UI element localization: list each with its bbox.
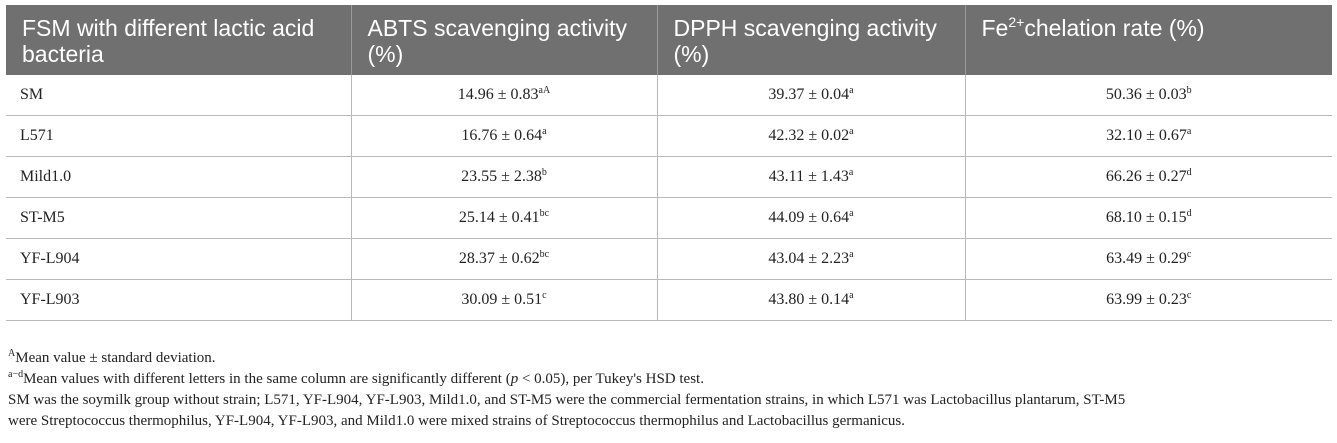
dpph-cell: 43.80 ± 0.14a bbox=[656, 279, 965, 321]
table-row: YF-L904 28.37 ± 0.62bc 43.04 ± 2.23a 63.… bbox=[6, 238, 1332, 280]
header-fe-chelation: Fe2+chelation rate (%) bbox=[964, 5, 1332, 75]
footnote-significance: a−dMean values with different letters in… bbox=[8, 369, 704, 388]
fe-cell: 32.10 ± 0.67a bbox=[964, 115, 1332, 157]
abts-cell: 14.96 ± 0.83aA bbox=[350, 75, 657, 116]
footnote-mean-value: AMean value ± standard deviation. bbox=[8, 348, 216, 367]
table-row: Mild1.0 23.55 ± 2.38b 43.11 ± 1.43a 66.2… bbox=[6, 156, 1332, 198]
table-row: ST-M5 25.14 ± 0.41bc 44.09 ± 0.64a 68.10… bbox=[6, 197, 1332, 239]
dpph-cell: 43.04 ± 2.23a bbox=[656, 238, 965, 280]
abts-cell: 30.09 ± 0.51c bbox=[350, 279, 657, 321]
dpph-cell: 39.37 ± 0.04a bbox=[656, 75, 965, 116]
dpph-cell: 42.32 ± 0.02a bbox=[656, 115, 965, 157]
table-row: L571 16.76 ± 0.64a 42.32 ± 0.02a 32.10 ±… bbox=[6, 115, 1332, 157]
row-strain-name: YF-L904 bbox=[6, 238, 351, 280]
fe-cell: 50.36 ± 0.03b bbox=[964, 75, 1332, 116]
header-row: FSM with different lactic acid bacteria … bbox=[6, 5, 1332, 75]
table-header: FSM with different lactic acid bacteria … bbox=[6, 5, 1332, 75]
fe-cell: 63.49 ± 0.29c bbox=[964, 238, 1332, 280]
fe-cell: 63.99 ± 0.23c bbox=[964, 279, 1332, 321]
table-body: SM 14.96 ± 0.83aA 39.37 ± 0.04a 50.36 ± … bbox=[6, 75, 1332, 321]
table-row: YF-L903 30.09 ± 0.51c 43.80 ± 0.14a 63.9… bbox=[6, 279, 1332, 321]
row-strain-name: ST-M5 bbox=[6, 197, 351, 239]
footnote-strains: SM was the soymilk group without strain;… bbox=[8, 392, 1126, 408]
row-strain-name: YF-L903 bbox=[6, 279, 351, 321]
antioxidant-results-table: FSM with different lactic acid bacteria … bbox=[6, 5, 1332, 321]
row-strain-name: Mild1.0 bbox=[6, 156, 351, 198]
dpph-cell: 43.11 ± 1.43a bbox=[656, 156, 965, 198]
abts-cell: 28.37 ± 0.62bc bbox=[350, 238, 657, 280]
row-strain-name: L571 bbox=[6, 115, 351, 157]
table-row: SM 14.96 ± 0.83aA 39.37 ± 0.04a 50.36 ± … bbox=[6, 75, 1332, 116]
header-dpph: DPPH scavenging activity (%) bbox=[656, 5, 965, 75]
row-strain-name: SM bbox=[6, 75, 351, 116]
dpph-cell: 44.09 ± 0.64a bbox=[656, 197, 965, 239]
header-abts: ABTS scavenging activity (%) bbox=[350, 5, 657, 75]
results-table-container: FSM with different lactic acid bacteria … bbox=[6, 5, 1332, 321]
header-strain: FSM with different lactic acid bacteria bbox=[22, 15, 315, 67]
abts-cell: 23.55 ± 2.38b bbox=[350, 156, 657, 198]
abts-cell: 16.76 ± 0.64a bbox=[350, 115, 657, 157]
abts-cell: 25.14 ± 0.41bc bbox=[350, 197, 657, 239]
footnote-strains-continued: were Streptococcus thermophilus, YF-L904… bbox=[8, 413, 906, 429]
fe-cell: 68.10 ± 0.15d bbox=[964, 197, 1332, 239]
table-footnotes: AMean value ± standard deviation. a−dMea… bbox=[8, 348, 1328, 432]
fe-cell: 66.26 ± 0.27d bbox=[964, 156, 1332, 198]
